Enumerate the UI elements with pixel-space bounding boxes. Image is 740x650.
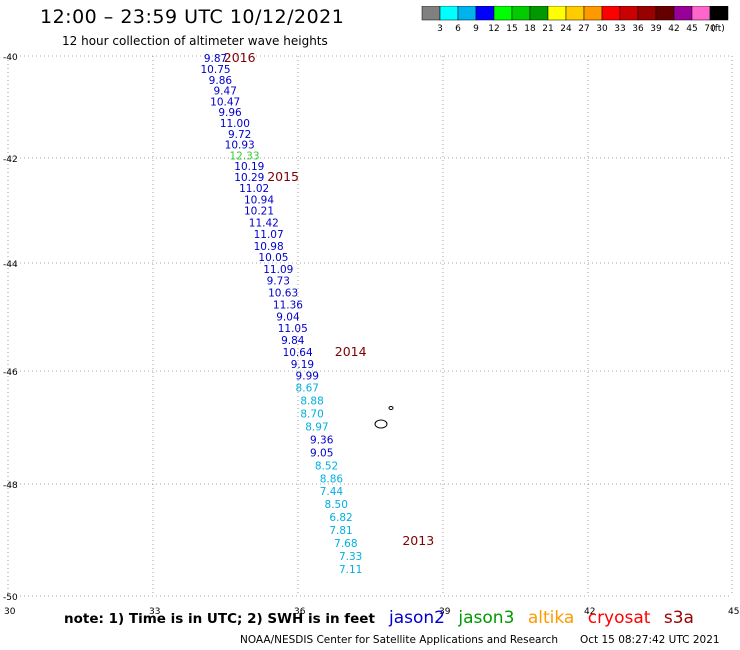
wave-height-point: 8.86 [320,473,344,485]
wave-height-point: 9.99 [296,371,319,383]
colorbar-label: 30 [596,24,608,34]
wave-height-point: 10.47 [210,96,240,108]
wave-height-point: 12.33 [229,150,259,162]
wave-height-point: 11.09 [263,264,293,276]
wave-height-point: 7.81 [329,525,352,537]
wave-height-point: 10.94 [244,195,274,207]
wave-height-point: 9.87 [204,53,227,65]
colorbar-unit: (ft) [711,24,725,34]
colorbar-label: 45 [686,24,697,34]
legend-s3a: s3a [663,608,694,628]
wave-height-point: 9.86 [209,75,233,87]
island-outline [388,406,394,410]
wave-height-point: 11.05 [278,323,308,335]
colorbar-label: 33 [614,24,625,34]
time-label: 2013 [402,533,434,548]
colorbar-label: 70 [704,24,716,34]
colorbar-label: 27 [578,24,589,34]
legend-altika: altika [527,608,575,628]
wave-height-point: 10.93 [225,140,255,152]
page-title: 12:00 – 23:59 UTC 10/12/2021 [40,6,345,28]
wave-height-point: 8.67 [296,383,319,395]
y-tick-label: -46 [3,368,18,378]
wave-height-point: 9.96 [218,107,242,119]
x-tick-label: 39 [439,607,451,617]
wave-height-point: 7.33 [339,551,362,563]
time-label: 2016 [224,50,256,65]
colorbar-label: 24 [560,24,572,34]
colorbar-label: 6 [455,24,461,34]
wave-height-point: 9.04 [276,311,300,323]
wave-height-point: 7.11 [339,564,362,576]
wave-height-point: 10.75 [201,64,231,76]
island-outline [374,419,388,429]
wave-height-point: 8.70 [300,408,323,420]
satellite-legend: jason2 jason3 altika cryosat s3a [389,608,702,628]
wave-height-point: 10.21 [244,205,274,217]
x-tick-label: 42 [584,607,595,617]
x-tick-label: 30 [4,607,16,617]
y-tick-label: -44 [3,260,18,270]
colorbar-label: 18 [524,24,536,34]
footer-note: note: 1) Time is in UTC; 2) SWH is in fe… [64,611,375,627]
colorbar-label: 39 [650,24,662,34]
wave-height-point: 8.50 [325,499,348,511]
wave-height-point: 9.05 [310,447,333,459]
wave-height-point: 10.05 [258,252,288,264]
wave-height-point: 7.68 [334,538,357,550]
wave-height-point: 11.42 [249,217,279,229]
x-tick-label: 45 [728,607,739,617]
wave-height-point: 10.64 [283,347,313,359]
generated-timestamp: Oct 15 08:27:42 UTC 2021 [580,634,720,646]
wave-height-point: 10.19 [234,161,264,173]
colorbar-swatch [709,6,729,21]
wave-height-point: 11.36 [273,299,303,311]
colorbar-label: 12 [488,24,499,34]
colorbar-label: 15 [506,24,517,34]
legend-cryosat: cryosat [587,608,651,628]
y-tick-label: -42 [3,155,18,165]
colorbar-label: 3 [437,24,443,34]
wave-height-point: 7.44 [320,486,344,498]
wave-height-point: 11.02 [239,183,269,195]
legend-jason3: jason3 [458,608,515,628]
x-tick-label: 36 [294,607,306,617]
colorbar-label: 36 [632,24,644,34]
wave-height-point: 9.36 [310,434,334,446]
colorbar-label: 21 [542,24,553,34]
time-label: 2015 [267,169,299,184]
wave-height-point: 9.19 [291,359,314,371]
wave-height-point: 9.84 [281,335,305,347]
colorbar-label: 9 [473,24,479,34]
colorbar-label: 42 [668,24,679,34]
wave-height-point: 9.73 [267,276,290,288]
wave-height-point: 8.88 [300,396,323,408]
wave-height-point: 8.97 [305,421,328,433]
y-tick-label: -40 [3,53,18,63]
legend-jason2: jason2 [389,608,445,628]
wave-height-point: 10.63 [268,288,298,300]
page-subtitle: 12 hour collection of altimeter wave hei… [62,34,328,48]
y-tick-label: -50 [3,593,18,603]
wave-height-point: 11.07 [254,229,284,241]
wave-height-point: 6.82 [329,512,352,524]
wave-height-point: 8.52 [315,460,338,472]
wave-height-point: 9.47 [214,86,237,98]
wave-height-point: 10.98 [254,241,284,253]
wave-height-point: 11.00 [220,118,250,130]
credit-line: NOAA/NESDIS Center for Satellite Applica… [240,634,558,646]
wave-height-point: 9.72 [228,129,251,141]
wave-height-point: 10.29 [234,172,264,184]
color-legend: 3 6 9 12 15 18 21 24 27 30 33 36 39 42 45 70(ft) [421,6,729,34]
y-tick-label: -48 [3,481,18,491]
x-tick-label: 33 [149,607,160,617]
time-label: 2014 [335,344,367,359]
